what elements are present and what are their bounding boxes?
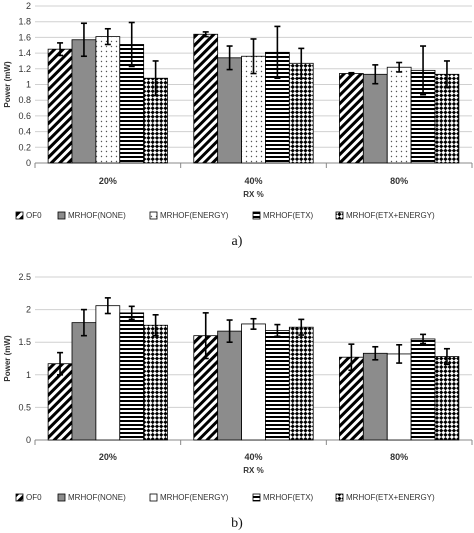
- bar: [143, 324, 168, 441]
- bar: [217, 57, 242, 164]
- bar: [386, 353, 412, 441]
- bar: [193, 33, 219, 164]
- y-tick-label: 1.2: [18, 64, 31, 74]
- y-tick-label: 2: [26, 1, 31, 11]
- y-tick-label: 0.6: [18, 111, 31, 121]
- y-tick-label: 0.5: [18, 402, 31, 412]
- legend-swatch: [15, 211, 24, 220]
- chart-b: 0 0.5 1 1.5 2 2.5 20% 40% 80% RX % Power (mW) OF0 MR…: [3, 272, 473, 531]
- x-tick-label: 80%: [390, 176, 408, 186]
- bar: [386, 66, 412, 164]
- bar: [95, 36, 121, 164]
- y-tick-label: 2.5: [18, 272, 31, 282]
- figure-caption: a): [232, 234, 243, 249]
- y-tick-label: 1.5: [18, 337, 31, 347]
- bar: [71, 322, 97, 441]
- bar: [434, 356, 460, 441]
- legend-swatch: [149, 493, 158, 502]
- legend-swatch: [335, 493, 344, 502]
- y-tick-label: 1.6: [18, 32, 31, 42]
- y-tick-label: 0: [26, 435, 31, 445]
- y-tick-label: 0: [26, 158, 31, 168]
- legend-swatch: [57, 211, 66, 220]
- chart-a: 0 0.2 0.4 0.6 0.8 1 1.2 1.4 1.6 1.8 2 20% 40% 80% RX %…: [3, 1, 473, 249]
- legend-swatch: [149, 211, 158, 220]
- legend-label: MRHOF(ETX): [263, 211, 314, 220]
- y-tick-label: 1: [26, 80, 31, 90]
- y-axis-label: Power (mW): [3, 335, 12, 382]
- legend-swatch: [15, 493, 24, 502]
- legend-label: MRHOF(ENERGY): [160, 211, 229, 220]
- y-tick-label: 1.4: [18, 48, 31, 58]
- bar: [47, 48, 73, 164]
- x-axis-label: RX %: [243, 190, 263, 199]
- bar: [339, 73, 364, 164]
- x-tick-label: 20%: [99, 452, 117, 462]
- bar: [265, 330, 290, 441]
- x-tick-label: 20%: [99, 176, 117, 186]
- legend-label: MRHOF(ENERGY): [160, 493, 229, 502]
- y-tick-label: 1: [26, 370, 31, 380]
- legend-swatch: [252, 493, 261, 502]
- y-tick-label: 0.2: [18, 142, 31, 152]
- bar: [241, 323, 266, 441]
- legend-label: MRHOF(ETX): [263, 493, 314, 502]
- y-axis-label: Power (mW): [3, 61, 12, 108]
- y-tick-label: 0.8: [18, 95, 31, 105]
- y-tick-label: 2: [26, 305, 31, 315]
- legend-label: MRHOF(ETX+ENERGY): [346, 211, 435, 220]
- x-tick-label: 40%: [244, 452, 262, 462]
- legend-swatch: [252, 211, 261, 220]
- legend-label: OF0: [26, 211, 42, 220]
- x-tick-label: 80%: [390, 452, 408, 462]
- legend-swatch: [57, 493, 66, 502]
- bar: [288, 326, 314, 441]
- bar: [71, 39, 97, 164]
- figure-caption: b): [231, 516, 243, 531]
- bar: [410, 338, 436, 441]
- y-tick-label: 0.4: [18, 127, 31, 137]
- bar: [362, 352, 388, 441]
- y-tick-label: 1.8: [18, 17, 31, 27]
- bar: [217, 330, 242, 441]
- bar: [362, 73, 388, 164]
- bar: [95, 305, 121, 441]
- legend-label: OF0: [26, 493, 42, 502]
- x-tick-label: 40%: [244, 176, 262, 186]
- legend-swatch: [335, 211, 344, 220]
- bar: [119, 312, 145, 441]
- legend-label: MRHOF(NONE): [68, 211, 126, 220]
- legend-label: MRHOF(ETX+ENERGY): [346, 493, 435, 502]
- legend-label: MRHOF(NONE): [68, 493, 126, 502]
- x-axis-label: RX %: [243, 466, 263, 475]
